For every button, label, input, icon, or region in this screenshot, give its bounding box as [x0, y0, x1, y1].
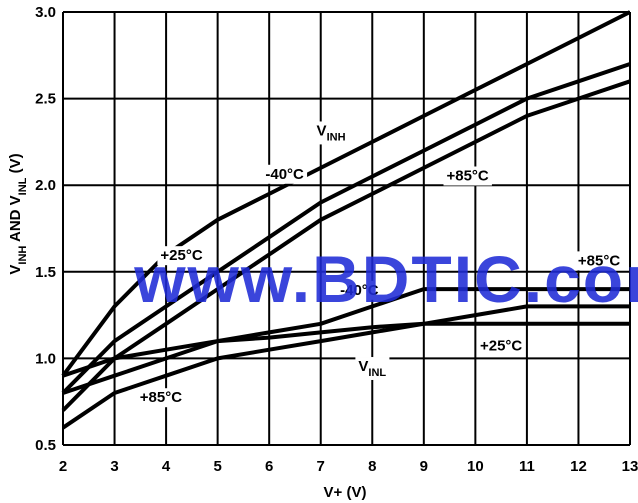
watermark: www.BDTIC.com — [133, 242, 638, 316]
x-tick-label-5: 7 — [317, 458, 325, 475]
annotation-bg-7 — [355, 357, 390, 380]
y-tick-label-3: 2.0 — [35, 177, 56, 194]
x-tick-label-7: 9 — [420, 458, 428, 475]
annotation-7: VINL — [358, 358, 386, 379]
series-line-4 — [62, 321, 630, 395]
x-tick-label-11: 13 — [622, 458, 638, 475]
grid — [62, 11, 631, 446]
annotation-bg-6 — [476, 336, 526, 356]
annotation-2: +85°C — [446, 168, 488, 185]
series-line-1 — [61, 62, 631, 395]
tick-labels: 2 3 4 5 6 7 8 9 10 11 12 13 0.5 1.0 1.5 2.0 2.5 3.0 — [35, 4, 638, 475]
series-line-3 — [62, 287, 630, 378]
x-tick-label-1: 3 — [110, 458, 118, 475]
annotation-bg-2 — [443, 166, 492, 186]
y-tick-label-0: 0.5 — [35, 437, 56, 454]
x-tick-label-6: 8 — [368, 458, 376, 475]
watermark-text: www.BDTIC.com — [133, 242, 638, 316]
x-axis-label: V+ (V) — [324, 484, 367, 501]
x-tick-label-9: 11 — [519, 458, 535, 475]
series-line-5 — [61, 304, 630, 430]
series-line-0 — [61, 10, 631, 377]
series-line-2 — [61, 79, 631, 412]
x-tick-label-2: 4 — [162, 458, 171, 475]
y-axis-label: VINH AND VINL (V) — [7, 153, 29, 274]
x-tick-label-8: 10 — [467, 458, 484, 475]
x-tick-label-10: 12 — [570, 458, 587, 475]
y-tick-label-5: 3.0 — [35, 4, 56, 21]
series-lines — [61, 10, 631, 430]
annotations: VINH -40°C +85°C +25°C -40°C +85°C +25°C VINL +8… — [136, 121, 624, 408]
annotation-1: -40°C — [265, 166, 304, 183]
annotation-bg-5 — [574, 251, 624, 271]
x-tick-label-4: 6 — [265, 458, 273, 475]
annotation-6: +25°C — [480, 337, 522, 354]
annotation-bg-4 — [337, 280, 382, 300]
annotation-bg-3 — [157, 246, 206, 266]
y-tick-label-2: 1.5 — [35, 264, 56, 281]
x-tick-label-3: 5 — [213, 458, 221, 475]
annotation-bg-0 — [313, 121, 349, 145]
y-tick-label-4: 2.5 — [35, 91, 56, 108]
annotation-0: VINH — [317, 122, 346, 143]
annotation-4: -40°C — [340, 282, 379, 299]
annotation-3: +25°C — [160, 247, 202, 264]
y-tick-label-1: 1.0 — [35, 350, 56, 367]
annotation-8: +85°C — [140, 389, 182, 406]
annotation-bg-8 — [136, 388, 186, 408]
annotation-bg-1 — [262, 164, 308, 184]
annotation-5: +85°C — [578, 252, 620, 269]
x-tick-label-0: 2 — [59, 458, 67, 475]
